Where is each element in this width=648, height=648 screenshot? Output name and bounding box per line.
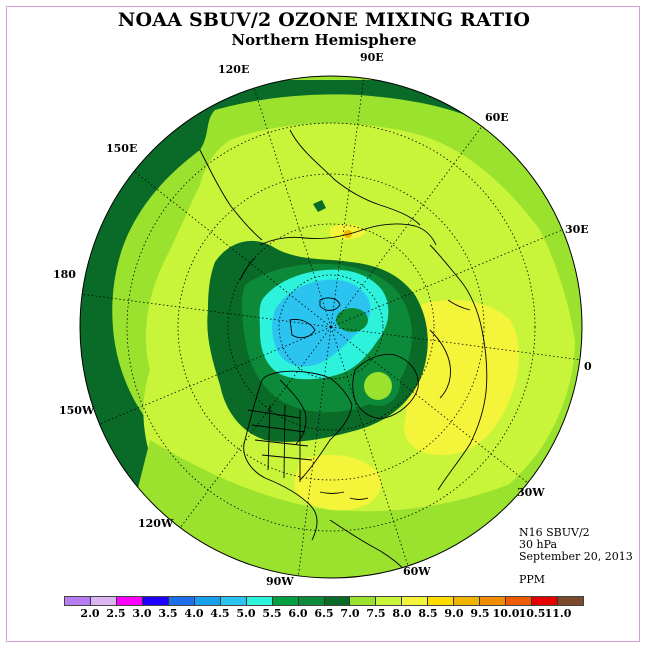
colorbar-tick-label: 3.0 <box>132 607 152 620</box>
info-units: PPM <box>519 573 546 586</box>
lon-label-150e: 150E <box>106 142 137 155</box>
field-light-green-inner <box>235 111 420 135</box>
field-green-spot <box>364 372 392 400</box>
colorbar-segment <box>324 597 351 605</box>
colorbar-tick-label: 11.0 <box>544 607 572 620</box>
longitude-labels: 90E 60E 30E 0 30W 60W 90W 120W 150W 180 … <box>53 51 592 588</box>
lon-label-0: 0 <box>584 360 592 373</box>
colorbar-segment <box>298 597 325 605</box>
colorbar-tick-label: 4.5 <box>210 607 230 620</box>
colorbar-tick-label: 2.5 <box>106 607 126 620</box>
colorbar-tick-label: 7.5 <box>366 607 386 620</box>
colorbar-tick-label: 5.5 <box>262 607 282 620</box>
colorbar-segment <box>402 597 429 605</box>
field-mid-green-blob <box>336 308 368 332</box>
colorbar-segment <box>65 597 91 605</box>
colorbar-segment <box>376 597 403 605</box>
graticule <box>80 76 582 578</box>
colorbar-segment <box>194 597 221 605</box>
colorbar-segment <box>506 597 533 605</box>
field-yellow-east <box>403 300 520 455</box>
colorbar-segment <box>90 597 117 605</box>
colorbar-segment <box>350 597 377 605</box>
colorbar-tick-label: 7.0 <box>340 607 360 620</box>
colorbar-segment <box>168 597 195 605</box>
plot-frame <box>6 6 640 642</box>
colorbar-tick-label: 10.5 <box>518 607 546 620</box>
colorbar-segment <box>116 597 143 605</box>
lon-label-120e: 120E <box>218 63 249 76</box>
colorbar-tick-label: 10.0 <box>492 607 520 620</box>
colorbar <box>64 596 584 606</box>
lon-label-30e: 30E <box>565 223 589 236</box>
colorbar-segment <box>272 597 299 605</box>
colorbar-tick-label: 6.0 <box>288 607 308 620</box>
colorbar-segment <box>454 597 481 605</box>
field-yellow-south <box>294 455 381 510</box>
colorbar-tick-label: 2.0 <box>80 607 100 620</box>
colorbar-segment <box>428 597 455 605</box>
colorbar-segment <box>246 597 273 605</box>
colorbar-segment <box>142 597 169 605</box>
lon-label-60w: 60W <box>403 565 431 578</box>
field-light-blue <box>272 279 371 367</box>
map-title: NOAA SBUV/2 OZONE MIXING RATIO <box>117 9 531 31</box>
ozone-field <box>80 76 582 578</box>
colorbar-tick-label: 3.5 <box>158 607 178 620</box>
colorbar-segment <box>480 597 507 605</box>
map-border <box>79 75 583 579</box>
lon-label-120w: 120W <box>138 517 174 530</box>
lon-label-90e: 90E <box>360 51 384 64</box>
colorbar-tick-label: 9.5 <box>470 607 490 620</box>
map-subtitle: Northern Hemisphere <box>231 31 417 49</box>
lon-label-30w: 30W <box>517 486 545 499</box>
lon-label-180: 180 <box>53 268 76 281</box>
colorbar-segment <box>220 597 247 605</box>
colorbar-tick-label: 6.5 <box>314 607 334 620</box>
info-level: 30 hPa <box>519 538 558 551</box>
field-light-green-south <box>120 440 560 560</box>
lon-label-150w: 150W <box>59 404 95 417</box>
info-date: September 20, 2013 <box>519 550 633 563</box>
coastlines <box>199 129 488 576</box>
colorbar-segment <box>532 597 559 605</box>
lon-label-90w: 90W <box>266 575 294 588</box>
info-block: N16 SBUV/2 30 hPa September 20, 2013 <box>519 527 633 563</box>
colorbar-tick-label: 9.0 <box>444 607 464 620</box>
colorbar-tick-label: 5.0 <box>236 607 256 620</box>
colorbar-ticks: 2.0 2.5 3.0 3.5 4.0 4.5 5.0 5.5 6.0 6.5 7.0 7.5 8.0 8… <box>0 607 648 621</box>
colorbar-tick-label: 4.0 <box>184 607 204 620</box>
colorbar-tick-label: 8.0 <box>392 607 412 620</box>
field-dark-green-speck <box>313 200 326 212</box>
colorbar-segment <box>558 597 584 605</box>
info-satellite: N16 SBUV/2 <box>519 526 590 539</box>
colorbar-tick-label: 8.5 <box>418 607 438 620</box>
lon-label-60e: 60E <box>485 111 509 124</box>
